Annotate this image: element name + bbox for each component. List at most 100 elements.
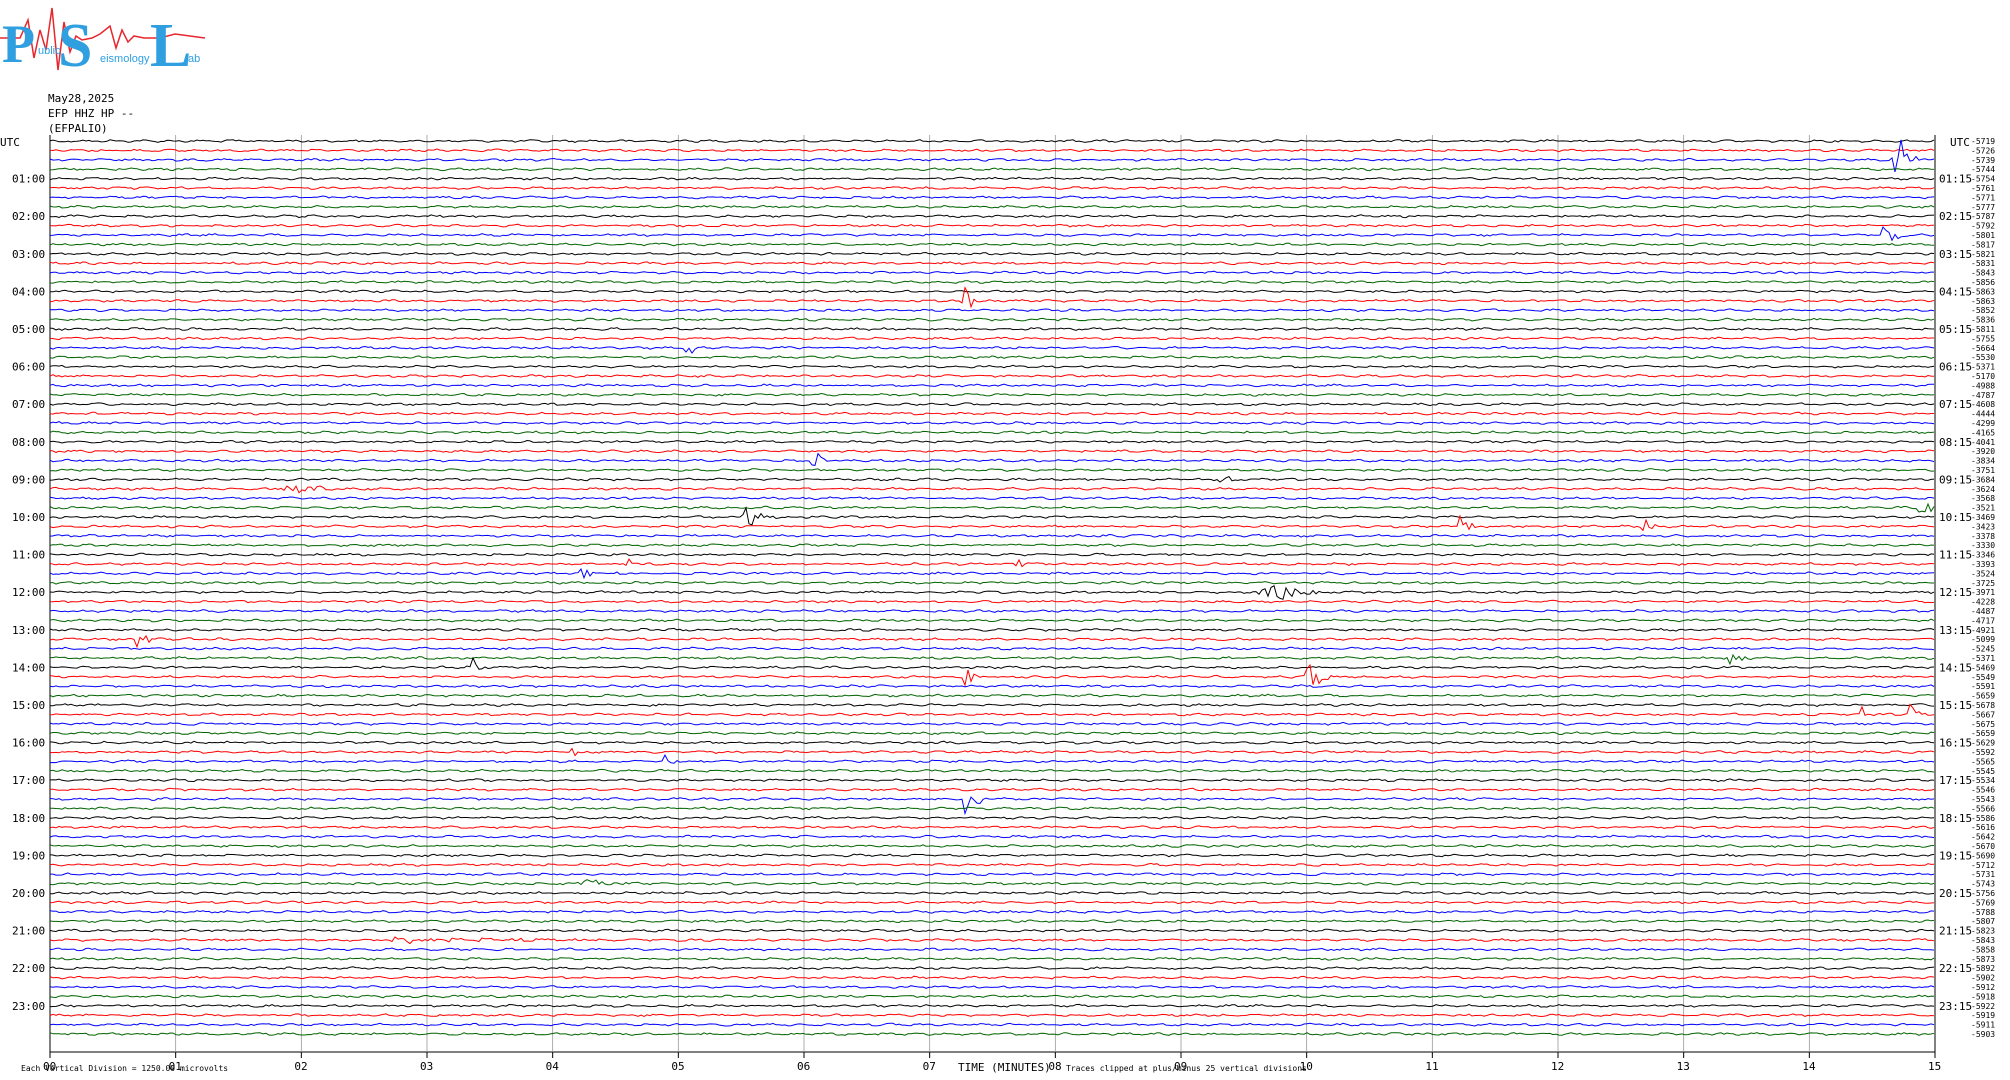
trace-row — [49, 468, 1934, 472]
hour-label-right: 16:15 — [1939, 737, 1972, 750]
logo-waveform — [0, 7, 205, 71]
trace-offset-label: -4299 — [1971, 419, 1995, 428]
trace-row — [49, 900, 1935, 905]
logo-word-eismology: eismology — [100, 53, 150, 65]
trace-row — [49, 599, 1935, 604]
trace-row — [49, 176, 1935, 181]
utc-label-right: UTC — [1950, 136, 1970, 149]
trace-offset-label: -5675 — [1971, 720, 1995, 729]
trace-offset-label: -3423 — [1971, 522, 1995, 531]
trace-offset-label: -3330 — [1971, 541, 1995, 550]
trace-row — [49, 928, 1935, 933]
trace-offset-label: -5659 — [1971, 729, 1995, 738]
trace-row — [49, 815, 1935, 820]
x-tick-label: 06 — [797, 1060, 810, 1073]
hour-label-right: 18:15 — [1939, 812, 1972, 825]
trace-offset-label: -5469 — [1971, 663, 1995, 672]
trace-row — [49, 703, 1935, 707]
trace-offset-label: -5667 — [1971, 710, 1995, 719]
trace-offset-label: -5831 — [1971, 259, 1995, 268]
trace-row — [49, 994, 1935, 999]
trace-offset-label: -5690 — [1971, 851, 1995, 860]
hour-label-left: 17:00 — [12, 774, 45, 787]
x-tick-label: 07 — [923, 1060, 936, 1073]
trace-row — [49, 985, 1935, 989]
trace-offset-label: -5771 — [1971, 193, 1995, 202]
trace-row — [49, 286, 1935, 309]
trace-row — [49, 844, 1935, 848]
trace-offset-label: -4717 — [1971, 616, 1995, 625]
hour-label-left: 06:00 — [12, 361, 45, 374]
hour-label-right: 23:15 — [1939, 1000, 1972, 1013]
trace-offset-label: -5744 — [1971, 165, 1995, 174]
hour-label-right: 04:15 — [1939, 285, 1972, 298]
trace-offset-label: -5919 — [1971, 1011, 1995, 1020]
trace-offset-label: -5170 — [1971, 372, 1995, 381]
trace-offset-label: -3346 — [1971, 551, 1995, 560]
trace-offset-label: -5739 — [1971, 156, 1995, 165]
trace-offset-label: -5873 — [1971, 955, 1995, 964]
trace-offset-label: -5912 — [1971, 983, 1995, 992]
trace-row — [49, 364, 1935, 369]
trace-row — [49, 656, 1935, 670]
hour-label-left: 20:00 — [12, 887, 45, 900]
trace-offset-label: -4988 — [1971, 381, 1995, 390]
hour-label-right: 19:15 — [1939, 849, 1972, 862]
hour-label-right: 02:15 — [1939, 210, 1972, 223]
trace-offset-label: -3624 — [1971, 485, 1995, 494]
hour-label-left: 16:00 — [12, 737, 45, 750]
trace-row — [49, 567, 1935, 580]
trace-offset-label: -5743 — [1971, 880, 1995, 889]
trace-offset-label: -3834 — [1971, 457, 1995, 466]
trace-offset-label: -5902 — [1971, 974, 1995, 983]
trace-row — [49, 552, 1935, 557]
trace-offset-label: -4921 — [1971, 626, 1995, 635]
hour-label-left: 18:00 — [12, 812, 45, 825]
trace-row — [49, 242, 1935, 247]
trace-offset-label: -5642 — [1971, 833, 1995, 842]
hour-label-right: 17:15 — [1939, 774, 1972, 787]
trace-offset-label: -5892 — [1971, 964, 1995, 973]
station-label: EFP HHZ HP -- — [48, 107, 135, 120]
trace-row — [49, 634, 1935, 649]
trace-offset-label: -5863 — [1971, 287, 1995, 296]
hour-label-left: 22:00 — [12, 962, 45, 975]
trace-offset-label: -4165 — [1971, 428, 1995, 437]
logo-word-ab: ab — [188, 53, 200, 65]
trace-row — [49, 609, 1935, 613]
trace-row — [49, 919, 1935, 924]
x-tick-label: 02 — [294, 1060, 307, 1073]
trace-offset-label: -5534 — [1971, 776, 1995, 785]
hour-label-left: 23:00 — [12, 1000, 45, 1013]
trace-row — [49, 834, 1935, 839]
hour-label-right: 09:15 — [1939, 473, 1972, 486]
trace-offset-label: -3521 — [1971, 504, 1995, 513]
hour-label-left: 08:00 — [12, 436, 45, 449]
x-tick-label: 09 — [1174, 1060, 1187, 1073]
trace-row — [49, 148, 1935, 153]
trace-row — [49, 543, 1935, 548]
hour-label-right: 15:15 — [1939, 699, 1972, 712]
trace-offset-label: -4787 — [1971, 391, 1995, 400]
hour-label-left: 13:00 — [12, 624, 45, 637]
hour-label-right: 10:15 — [1939, 511, 1972, 524]
trace-row — [49, 768, 1935, 773]
trace-offset-label: -5545 — [1971, 767, 1995, 776]
trace-offset-label: -3751 — [1971, 466, 1995, 475]
trace-offset-label: -5843 — [1971, 269, 1995, 278]
trace-row — [49, 496, 1935, 501]
trace-row — [49, 825, 1935, 830]
hour-label-right: 14:15 — [1939, 661, 1972, 674]
trace-row — [49, 317, 1935, 322]
hour-label-left: 19:00 — [12, 849, 45, 862]
trace-offset-label: -5811 — [1971, 325, 1995, 334]
hour-label-left: 07:00 — [12, 398, 45, 411]
hour-label-right: 22:15 — [1939, 962, 1972, 975]
trace-offset-label: -5629 — [1971, 739, 1995, 748]
trace-offset-label: -5769 — [1971, 898, 1995, 907]
trace-row — [49, 327, 1935, 331]
logo-letter-l: L — [150, 12, 191, 78]
trace-offset-label: -5911 — [1971, 1021, 1995, 1030]
trace-row — [49, 585, 1935, 600]
trace-row — [49, 475, 1935, 483]
